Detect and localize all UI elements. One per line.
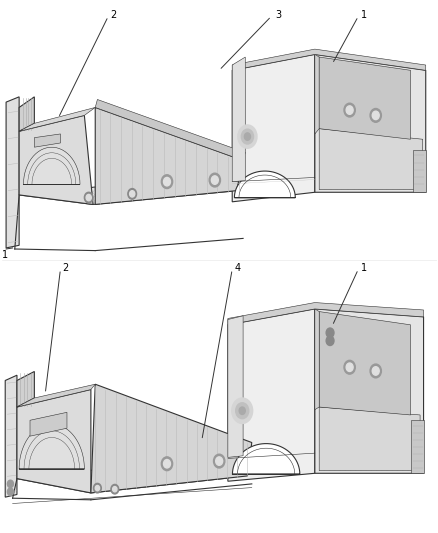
Circle shape [370,109,381,122]
Text: 4: 4 [234,263,240,273]
Circle shape [326,328,334,337]
Circle shape [346,363,353,372]
Polygon shape [17,372,34,407]
Polygon shape [232,49,426,70]
Polygon shape [91,384,252,493]
Circle shape [215,457,223,465]
Circle shape [161,457,173,471]
Polygon shape [413,150,426,192]
Polygon shape [233,443,300,474]
Polygon shape [319,128,423,190]
Text: 3: 3 [275,10,281,20]
Circle shape [239,407,245,415]
Circle shape [212,176,218,184]
Polygon shape [5,375,17,497]
Circle shape [163,177,170,186]
Circle shape [128,189,137,199]
Polygon shape [17,384,95,407]
Polygon shape [232,57,245,182]
Circle shape [7,480,14,488]
Circle shape [326,336,334,345]
Polygon shape [19,108,95,131]
Circle shape [213,454,225,468]
Circle shape [130,191,135,197]
Circle shape [244,133,251,140]
Polygon shape [315,54,426,192]
Polygon shape [319,312,410,415]
Text: 1: 1 [2,250,8,260]
Polygon shape [19,97,34,131]
Circle shape [236,403,249,419]
Circle shape [113,487,117,492]
Circle shape [241,129,254,144]
Circle shape [111,484,119,494]
Circle shape [344,360,355,374]
Circle shape [85,192,93,203]
Circle shape [209,173,220,187]
Polygon shape [34,134,60,147]
Circle shape [93,483,101,493]
Text: 1: 1 [360,263,367,273]
Polygon shape [315,54,319,134]
Circle shape [232,398,253,423]
Polygon shape [6,97,19,248]
Polygon shape [17,390,91,493]
Circle shape [372,111,379,119]
Circle shape [95,486,99,491]
Text: 2: 2 [63,263,69,273]
Polygon shape [315,309,319,410]
Polygon shape [228,303,424,325]
Polygon shape [315,309,424,473]
Polygon shape [19,115,93,205]
Circle shape [86,195,91,201]
Circle shape [370,364,381,378]
Polygon shape [24,147,80,184]
Polygon shape [17,461,247,493]
Polygon shape [234,171,295,198]
Circle shape [344,103,355,117]
Polygon shape [228,316,243,457]
Circle shape [346,106,353,114]
Polygon shape [30,413,67,436]
Circle shape [7,488,14,496]
Polygon shape [95,100,245,160]
Polygon shape [319,407,420,471]
Polygon shape [228,309,315,481]
Circle shape [372,367,379,375]
Polygon shape [19,424,85,469]
Circle shape [238,125,257,148]
Polygon shape [19,180,237,205]
Polygon shape [411,420,424,473]
Text: 2: 2 [110,10,117,20]
Circle shape [161,175,173,189]
Polygon shape [319,57,410,139]
Polygon shape [232,54,315,202]
Polygon shape [95,108,243,205]
Text: 1: 1 [360,10,367,20]
Circle shape [163,459,170,468]
